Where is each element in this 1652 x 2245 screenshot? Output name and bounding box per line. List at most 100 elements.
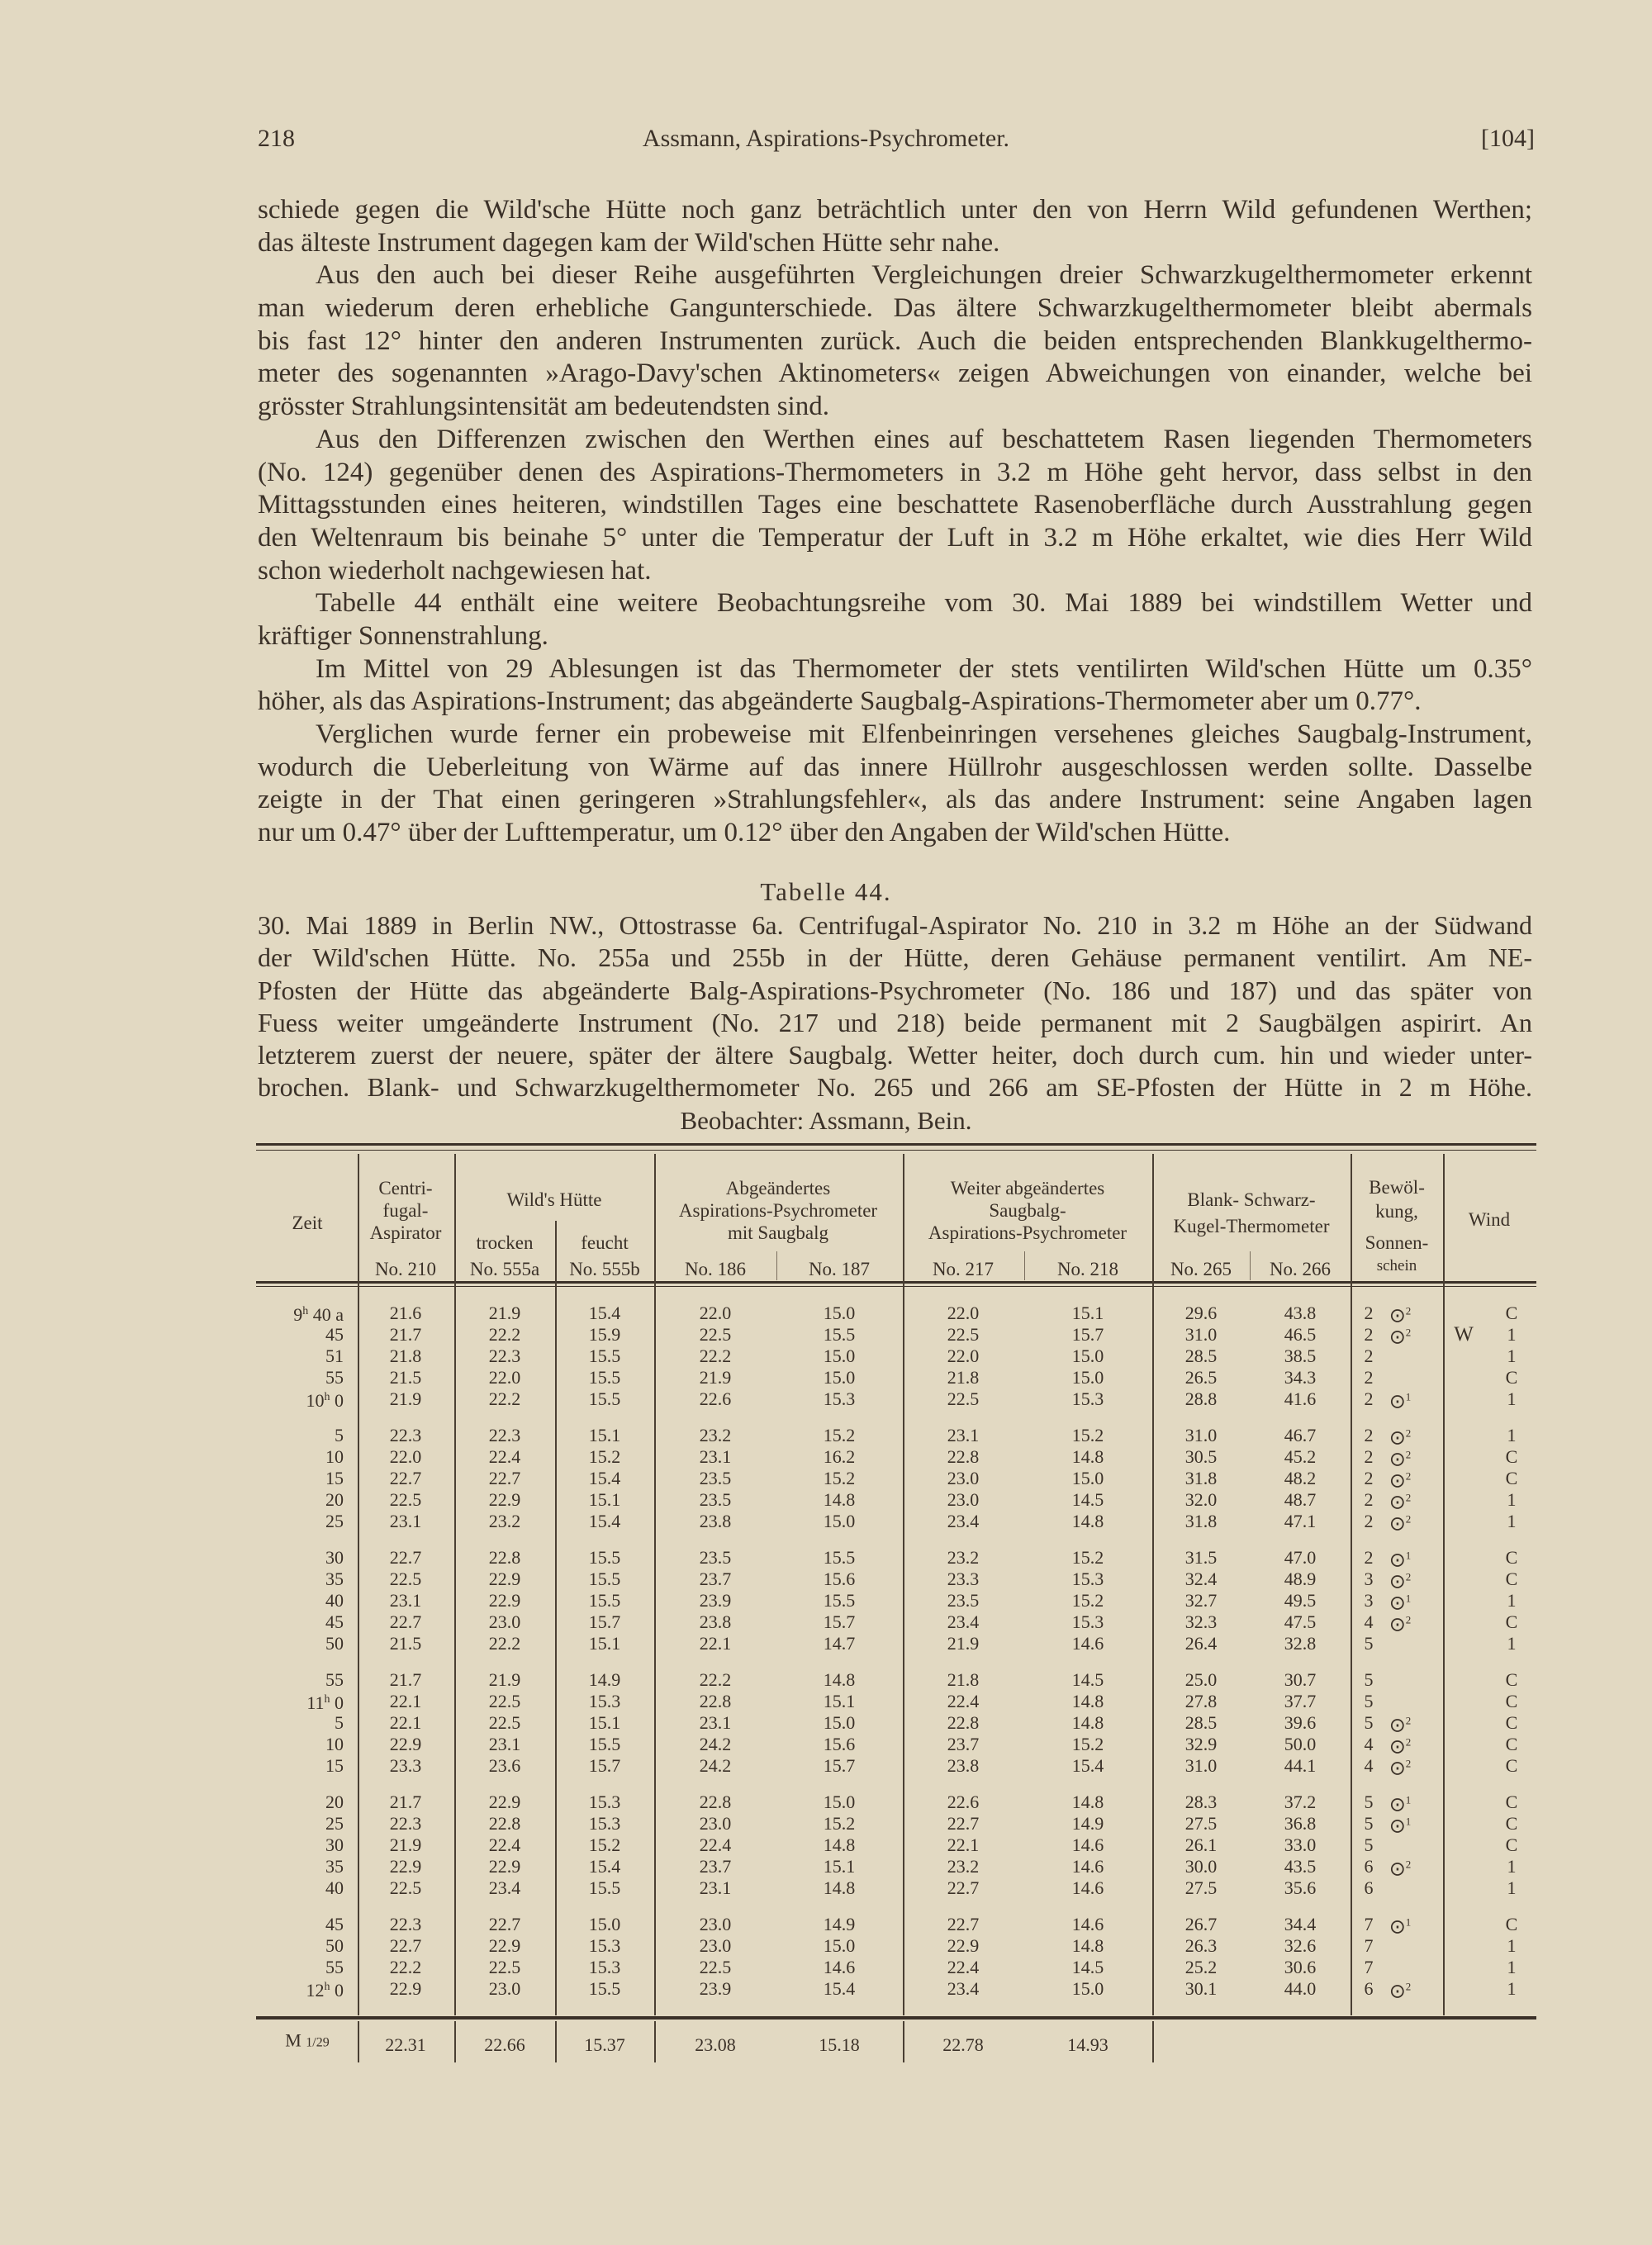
value-cell: 14.7 (823, 1633, 856, 1654)
value-cell: 22.5 (389, 1489, 422, 1510)
value-cell: 14.8 (823, 1669, 856, 1690)
value-cell: 15.3 (588, 1957, 621, 1977)
cloud-cell: 5 (1364, 1669, 1374, 1690)
value-cell: 15.2 (1071, 1547, 1104, 1568)
minute: 20 (325, 1792, 344, 1812)
sunshine-degree: 2 (1405, 1858, 1412, 1871)
minute: 45 (325, 1324, 344, 1345)
sun-symbol: ⊙ (1389, 1447, 1406, 1471)
sunshine-degree: 1 (1405, 1793, 1412, 1806)
value-cell: 23.7 (699, 1569, 732, 1589)
value-cell: 30.6 (1284, 1957, 1317, 1977)
value-cell: 30.1 (1184, 1978, 1218, 1999)
value-cell: 14.9 (823, 1914, 856, 1934)
sunshine-degree: 2 (1405, 1980, 1412, 1993)
value-cell: 15.5 (823, 1324, 856, 1345)
caption-line: der Wild'schen Hütte. No. 255a und 255b … (258, 942, 1532, 973)
value-cell: 15.2 (1071, 1734, 1104, 1754)
minute: 15 (325, 1468, 344, 1488)
wind-cell: 1 (1507, 1633, 1517, 1654)
sunshine-icon: ⊙2 (1389, 1977, 1412, 2002)
value-cell: 21.9 (389, 1834, 422, 1855)
caption-line: brochen. Blank- und Schwarzkugelthermome… (258, 1072, 1532, 1103)
value-cell: 22.2 (488, 1633, 521, 1654)
cloud-cell: 3 (1364, 1569, 1374, 1589)
column-divider (555, 1221, 557, 2015)
value-cell: 15.0 (823, 1303, 856, 1323)
wind-cell: C (1505, 1712, 1518, 1733)
sun-symbol: ⊙ (1389, 1490, 1406, 1514)
cloud-cell: 5 (1364, 1813, 1374, 1834)
body-text: schiede gegen die Wild'sche Hütte noch g… (258, 194, 1532, 850)
minute: 40 (325, 1877, 344, 1898)
value-cell: 22.4 (947, 1691, 980, 1711)
value-cell: 14.8 (823, 1834, 856, 1855)
sun-symbol: ⊙ (1389, 1756, 1406, 1780)
sun-symbol: ⊙ (1389, 1814, 1406, 1838)
minute: 5 (335, 1712, 344, 1733)
mean-value: 22.78 (942, 2034, 984, 2055)
value-cell: 22.2 (699, 1346, 732, 1366)
value-cell: 15.3 (588, 1813, 621, 1834)
wind-cell: C (1505, 1834, 1518, 1855)
text-line: Aus den Differenzen zwischen den Werthen… (316, 424, 1532, 454)
value-cell: 15.3 (588, 1792, 621, 1812)
value-cell: 33.0 (1284, 1834, 1317, 1855)
header-centrifugal: Aspirator (369, 1222, 442, 1243)
wind-cell: 1 (1507, 1511, 1517, 1531)
minute: 0 (335, 1390, 344, 1412)
value-cell: 15.4 (823, 1978, 856, 1999)
value-cell: 27.5 (1184, 1877, 1218, 1898)
value-cell: 25.2 (1184, 1957, 1218, 1977)
sunshine-icon: ⊙2 (1389, 1322, 1412, 1348)
time-cell: 40 (244, 1877, 344, 1899)
header-kugel: Kugel-Thermometer (1173, 1216, 1330, 1236)
rule (256, 1150, 1536, 1151)
text-line: bis fast 12° hinter den anderen Instrume… (258, 325, 1532, 356)
value-cell: 14.8 (1071, 1511, 1104, 1531)
value-cell: 22.7 (389, 1468, 422, 1488)
value-cell: 15.2 (1071, 1425, 1104, 1445)
value-cell: 30.7 (1284, 1669, 1317, 1690)
minute: 55 (325, 1957, 344, 1977)
value-cell: 23.4 (947, 1511, 980, 1531)
value-cell: 31.0 (1184, 1755, 1218, 1776)
wind-cell: C (1505, 1367, 1518, 1388)
value-cell: 22.7 (389, 1935, 422, 1956)
text-line: das älteste Instrument dagegen kam der W… (258, 227, 1000, 258)
value-cell: 26.4 (1184, 1633, 1218, 1654)
header-instrument-number: No. 266 (1269, 1259, 1332, 1279)
value-cell: 15.2 (823, 1813, 856, 1834)
wind-cell: C (1505, 1914, 1518, 1934)
value-cell: 15.7 (823, 1755, 856, 1776)
value-cell: 45.2 (1284, 1446, 1317, 1467)
value-cell: 23.1 (699, 1446, 732, 1467)
minute: 51 (325, 1346, 344, 1366)
value-cell: 15.7 (588, 1611, 621, 1632)
wind-cell: C (1505, 1691, 1518, 1711)
value-cell: 22.9 (488, 1935, 521, 1956)
text-line: nur um 0.47° über der Lufttemperatur, um… (258, 818, 1231, 848)
minute: 35 (325, 1569, 344, 1589)
time-cell: 9h 40 a (244, 1301, 344, 1326)
text-line: kräftiger Sonnenstrahlung. (258, 620, 548, 651)
rule (256, 2016, 1536, 2020)
value-cell: 14.5 (1071, 1669, 1104, 1690)
value-cell: 22.3 (488, 1346, 521, 1366)
value-cell: 21.9 (947, 1633, 980, 1654)
cloud-cell: 2 (1364, 1468, 1374, 1488)
wind-direction: W (1454, 1323, 1474, 1346)
header-abgeaendert: Aspirations-Psychrometer (678, 1200, 878, 1221)
cloud-cell: 2 (1364, 1346, 1374, 1366)
rule (256, 1281, 1536, 1284)
cloud-cell: 2 (1364, 1324, 1374, 1345)
value-cell: 21.7 (389, 1324, 422, 1345)
value-cell: 28.3 (1184, 1792, 1218, 1812)
running-title: Assmann, Aspirations-Psychrometer. (642, 125, 1010, 152)
minute: 40 (325, 1590, 344, 1611)
value-cell: 15.4 (1071, 1755, 1104, 1776)
value-cell: 22.8 (488, 1813, 521, 1834)
value-cell: 14.6 (1071, 1914, 1104, 1934)
value-cell: 15.0 (1071, 1468, 1104, 1488)
value-cell: 15.4 (588, 1468, 621, 1488)
